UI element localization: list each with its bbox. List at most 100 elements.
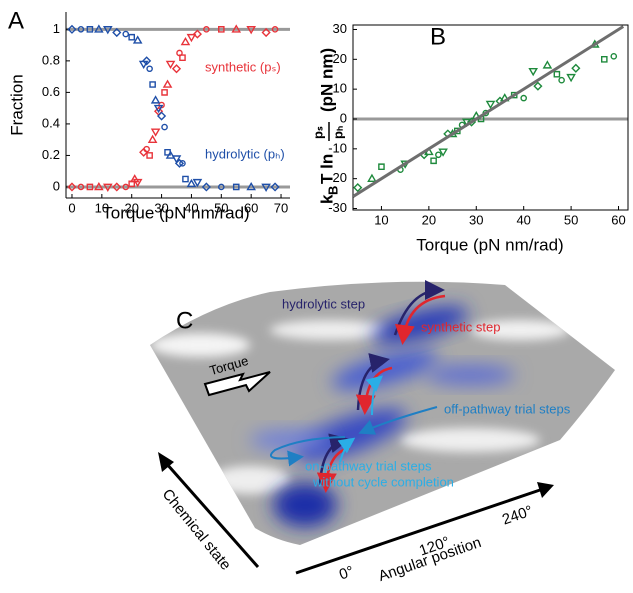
point [203, 26, 210, 33]
point [553, 70, 561, 78]
x-tick-label: 30 [154, 200, 168, 215]
point [161, 123, 168, 131]
ridge [150, 333, 250, 357]
point [171, 155, 182, 164]
x-tick-label: 20 [422, 212, 436, 227]
x-tick-label: 0° [337, 563, 356, 584]
ridge [270, 320, 390, 340]
point [179, 54, 186, 62]
point [67, 24, 77, 34]
point [150, 95, 161, 104]
y-tick-label: 0 [53, 178, 60, 193]
point [102, 183, 113, 192]
point [261, 27, 271, 38]
point [186, 178, 197, 188]
point [156, 111, 167, 121]
point [270, 182, 280, 192]
basin [250, 430, 330, 450]
point [147, 134, 158, 143]
y-tick-label: -10 [328, 140, 347, 155]
point [182, 175, 189, 183]
point [132, 178, 143, 188]
x-tick-label: 20 [124, 200, 138, 215]
point [246, 181, 256, 191]
point [179, 160, 186, 167]
y-label-part: (pN nm) [317, 48, 336, 112]
point [102, 26, 113, 35]
y-tick-label: 10 [333, 81, 347, 96]
point [77, 183, 85, 191]
y-tick-label: -30 [328, 200, 347, 215]
annotation: off-pathway trial steps [444, 401, 571, 416]
y-axis-label: Fraction [7, 74, 26, 135]
x-axis-arrow [295, 488, 541, 575]
point [485, 100, 496, 110]
arrowhead [158, 452, 174, 472]
point [161, 89, 168, 96]
point [146, 65, 153, 72]
x-tick-label: 30 [469, 212, 483, 227]
off-pathway-arrow [358, 406, 438, 435]
point [67, 182, 77, 192]
legend-label: hydrolytic (pₕ) [205, 146, 285, 161]
arrowhead [537, 482, 554, 498]
point [246, 26, 256, 35]
point [128, 33, 136, 41]
y-tick-label: 0.6 [42, 84, 60, 99]
y-tick-label: 1 [53, 21, 60, 36]
point [180, 36, 191, 46]
torque-arrow [203, 371, 271, 397]
point [566, 73, 576, 83]
point [232, 183, 240, 191]
point [94, 181, 104, 191]
point [218, 26, 225, 33]
point [146, 152, 153, 159]
synthetic-arrow [394, 294, 446, 345]
x-tick-label: 10 [95, 200, 109, 215]
point [533, 81, 543, 91]
point [435, 151, 442, 159]
point [165, 150, 176, 159]
point [231, 24, 242, 33]
ridge [210, 466, 290, 494]
point [571, 63, 581, 73]
point [142, 56, 152, 66]
energy-landscape [150, 280, 615, 575]
panel-label: A [8, 7, 24, 34]
annotation: hydrolytic step [282, 296, 365, 311]
point [186, 33, 197, 43]
x-tick-label: 0 [68, 200, 75, 215]
annotation: synthetic step [421, 319, 501, 334]
y-tick-label: 30 [333, 21, 347, 36]
point [143, 145, 150, 153]
point [378, 163, 385, 171]
panel-label: C [176, 307, 193, 334]
point [438, 148, 448, 157]
point [153, 104, 164, 114]
point [520, 94, 527, 102]
point [132, 35, 143, 44]
point [86, 26, 94, 33]
point [528, 67, 538, 77]
point [86, 183, 94, 191]
y-label-part: T ln [317, 154, 336, 184]
y-label-part: k [317, 194, 336, 204]
point [192, 178, 203, 188]
off-pathway-arrow [269, 436, 346, 467]
y-tick-label: 0.4 [42, 115, 60, 130]
basin [425, 365, 515, 385]
point [162, 79, 173, 88]
point [261, 183, 271, 192]
panel-label: B [430, 23, 446, 50]
ridge [400, 428, 540, 452]
y-tick-label: 0 [340, 110, 347, 125]
x-axis-label: Torque (pN nm/rad) [102, 203, 249, 222]
point [174, 158, 185, 168]
point [122, 30, 130, 38]
y-tick-label: 0.8 [42, 52, 60, 67]
annotation: on-pathway trial steps [305, 458, 432, 473]
point [201, 182, 211, 192]
point [165, 60, 176, 70]
point [176, 49, 183, 57]
